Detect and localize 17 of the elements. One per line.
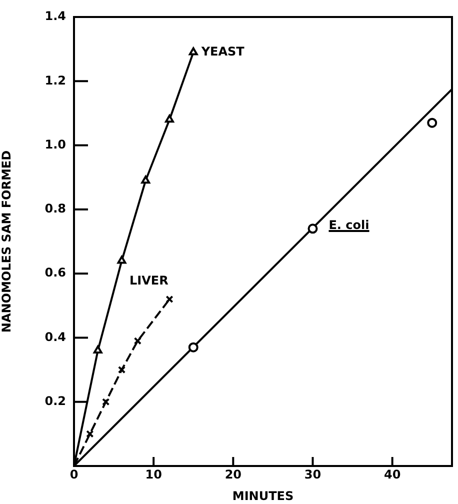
x-tick-label: 30 [304,467,322,482]
y-tick-label: 0.8 [44,202,66,216]
y-tick-label: 1.4 [44,9,66,24]
y-tick-label: 1.2 [44,73,66,88]
x-tick-label: 40 [384,467,401,482]
series-label: E. coli [328,216,370,234]
y-tick-label: 0.4 [44,330,66,344]
x-tick-label: 20 [224,467,242,482]
y-axis-title: NANOMOLES SAM FORMED [0,150,14,333]
x-tick-label: 0 [70,467,78,482]
y-tick-label: 0.6 [44,266,66,280]
series-label: YEAST [200,44,246,58]
y-tick-label: 0.2 [44,394,66,408]
x-axis-title: MINUTES [232,488,294,503]
series-label: LIVER [129,273,168,288]
x-tick-label: 10 [145,467,162,482]
y-tick-label: 1.0 [44,137,66,152]
